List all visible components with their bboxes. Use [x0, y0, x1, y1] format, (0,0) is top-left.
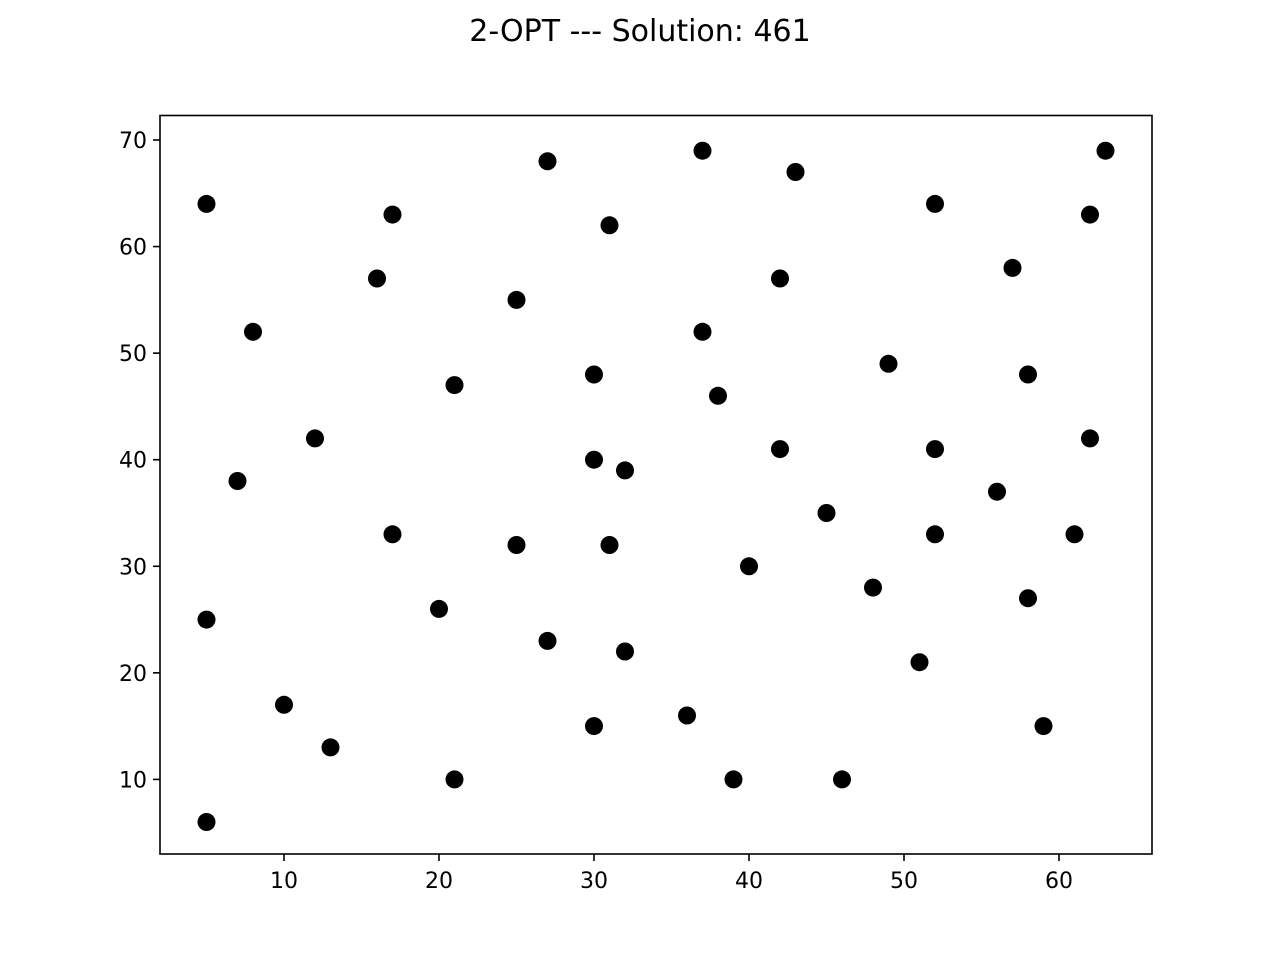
data-point [817, 504, 836, 522]
data-point [709, 386, 727, 405]
data-point [926, 194, 944, 213]
data-point [197, 813, 216, 831]
axes-frame [159, 114, 1153, 855]
data-point [507, 290, 526, 309]
data-point [228, 472, 247, 490]
y-tick-label: 60 [119, 236, 147, 261]
data-point [926, 525, 944, 544]
data-point [430, 599, 448, 618]
y-tick-label: 30 [119, 555, 147, 580]
x-tick-label: 50 [890, 869, 918, 894]
data-point [383, 525, 402, 544]
data-point [771, 269, 789, 288]
data-point [910, 653, 929, 672]
data-point [1081, 429, 1099, 448]
data-point [740, 557, 758, 576]
data-point [1081, 205, 1099, 224]
data-point [724, 770, 743, 789]
data-point [585, 365, 603, 384]
data-point [879, 354, 898, 373]
data-point [585, 450, 603, 469]
y-tick-label: 70 [119, 129, 147, 154]
data-point [244, 322, 262, 341]
data-point [678, 706, 696, 725]
data-point [538, 152, 557, 171]
y-tick-label: 40 [119, 449, 147, 474]
data-point [1065, 525, 1084, 544]
data-point [771, 440, 789, 459]
data-point [197, 194, 216, 213]
points-layer [197, 141, 1115, 831]
x-tick-label: 10 [270, 869, 298, 894]
data-point [538, 631, 557, 650]
data-point [693, 141, 712, 160]
data-point [306, 429, 324, 448]
data-point [1003, 258, 1022, 277]
data-point [616, 642, 634, 661]
data-point [600, 536, 619, 554]
chart-title: 2-OPT --- Solution: 461 [469, 14, 811, 49]
y-tick-label: 10 [119, 768, 147, 793]
ticks-layer: 10 20 30 40 50 60 10 20 30 40 50 60 70 [119, 129, 1073, 894]
data-point [321, 738, 340, 757]
data-point [1019, 589, 1037, 608]
data-point [616, 461, 634, 480]
x-tick-label: 20 [425, 869, 453, 894]
data-point [585, 717, 603, 736]
data-point [833, 770, 851, 789]
data-point [1034, 717, 1053, 736]
data-point [445, 770, 464, 789]
data-point [368, 269, 386, 288]
data-point [383, 205, 402, 224]
data-point [600, 216, 619, 235]
data-point [275, 695, 293, 714]
x-tick-label: 60 [1045, 869, 1073, 894]
data-point [693, 322, 712, 341]
data-point [445, 376, 464, 395]
data-point [1019, 365, 1037, 384]
data-point [507, 536, 526, 554]
x-tick-label: 30 [580, 869, 608, 894]
x-tick-label: 40 [735, 869, 763, 894]
data-point [926, 440, 944, 459]
data-point [197, 610, 216, 629]
data-point [1096, 141, 1115, 160]
y-tick-label: 50 [119, 342, 147, 367]
data-point [786, 163, 805, 181]
y-tick-label: 20 [119, 662, 147, 687]
data-point [988, 482, 1006, 501]
data-point [864, 578, 882, 597]
